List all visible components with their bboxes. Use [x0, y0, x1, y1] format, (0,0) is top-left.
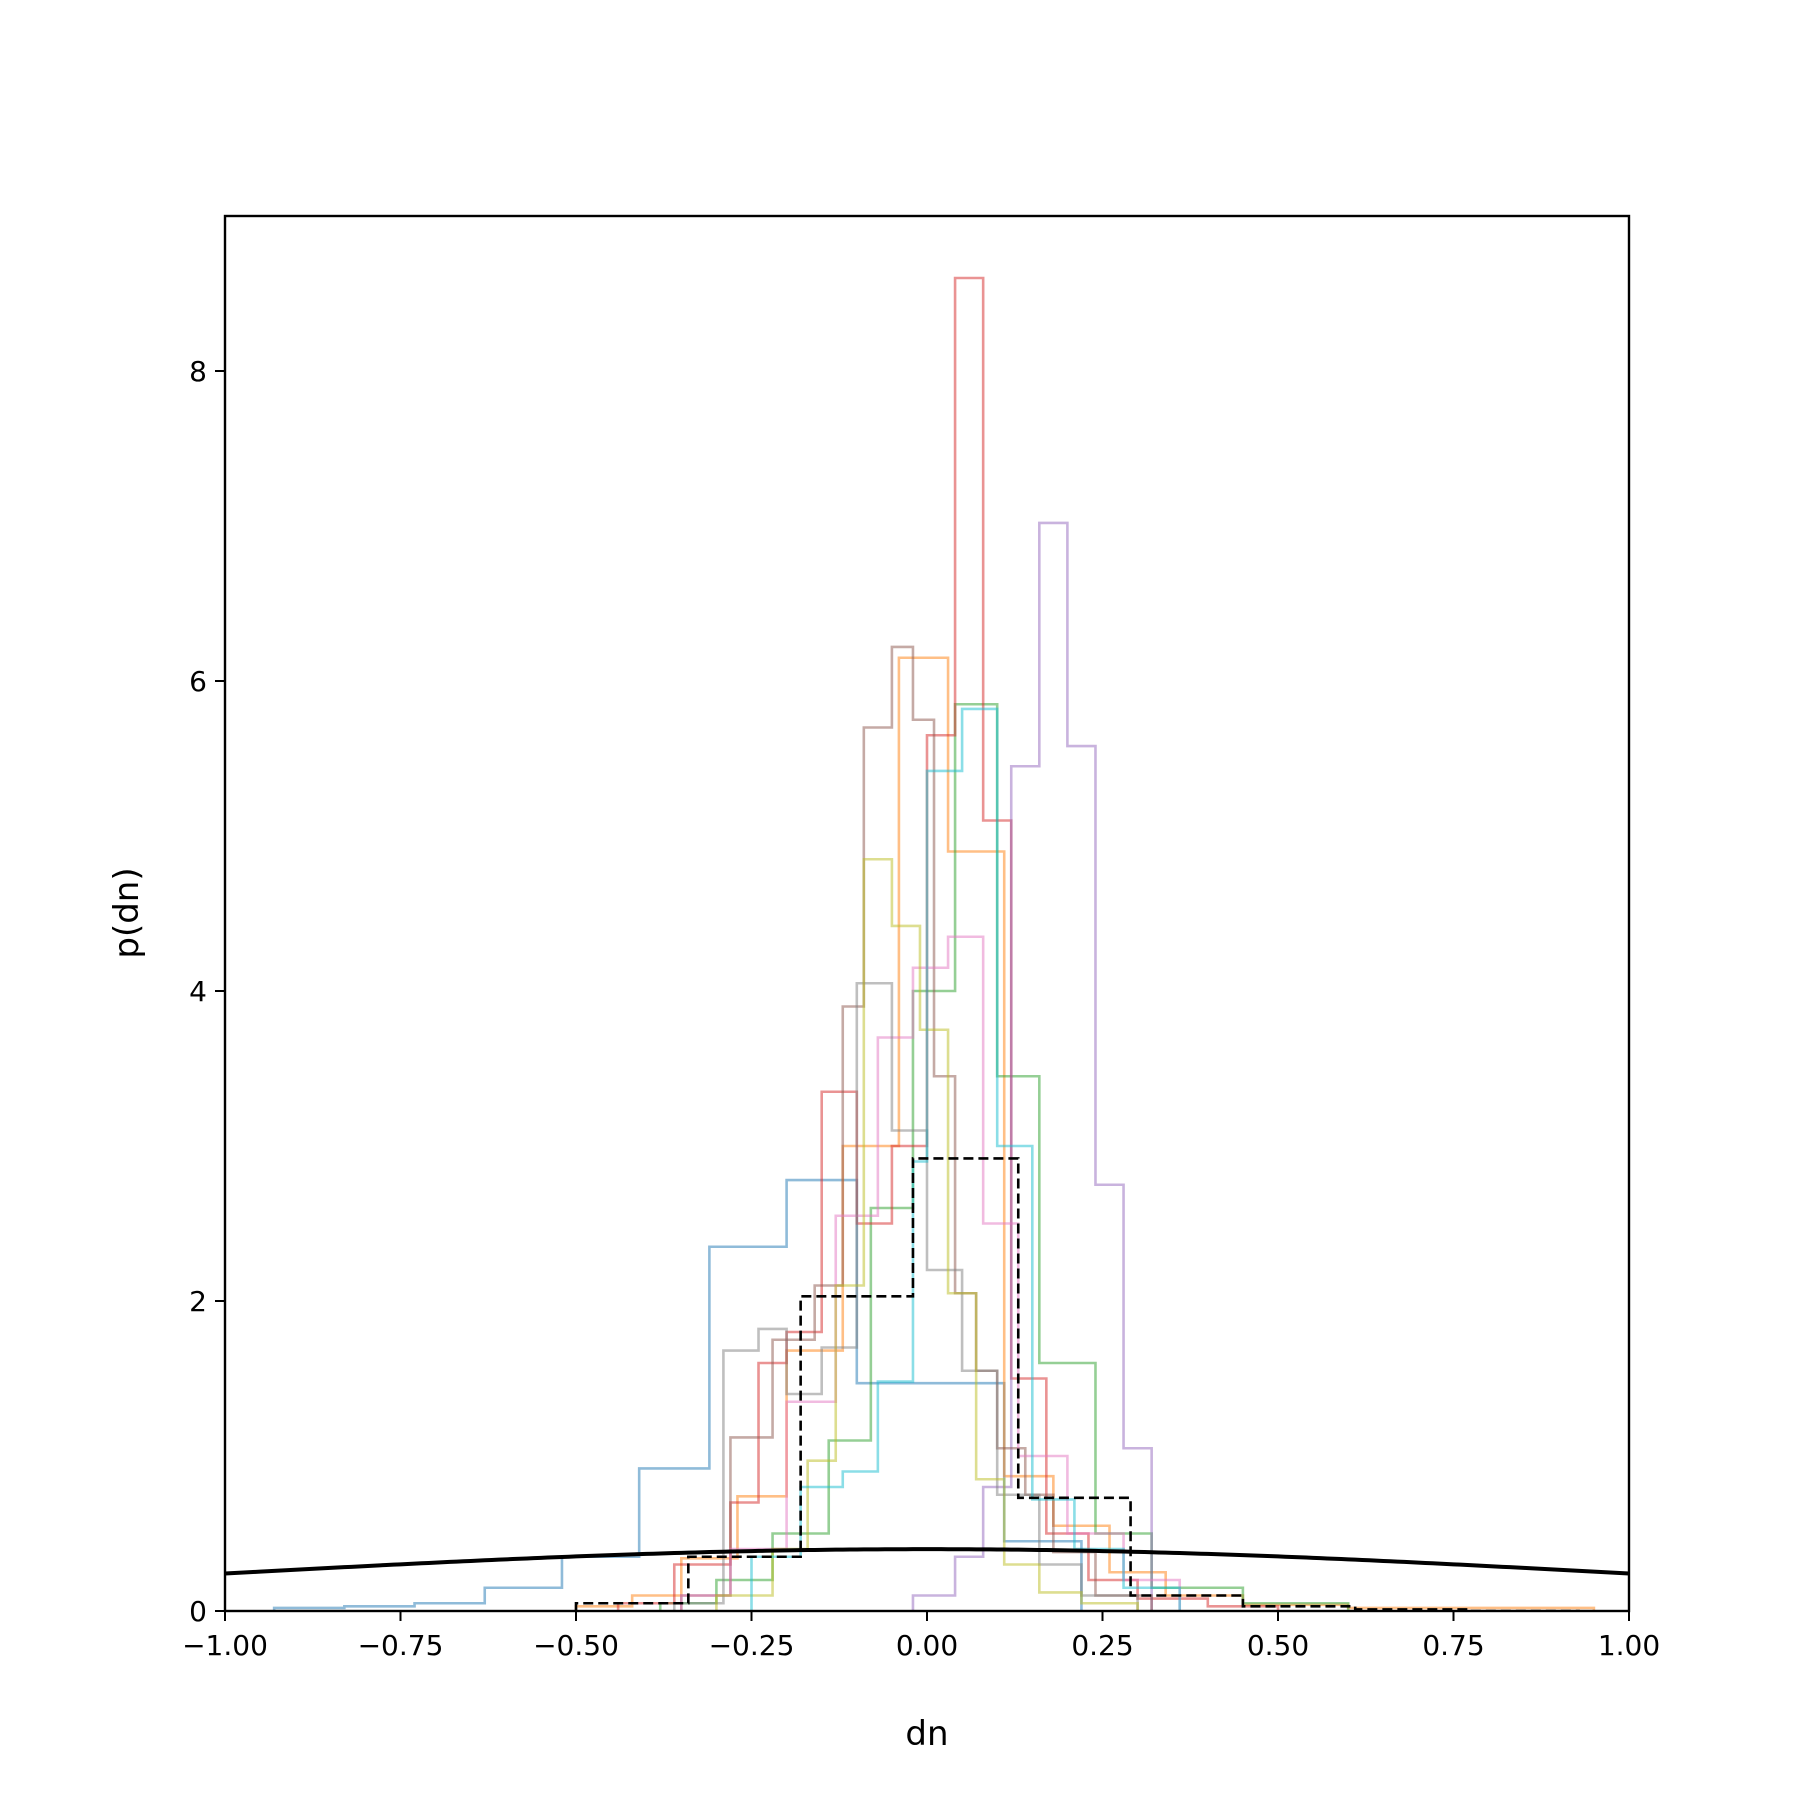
- x-tick-label: 1.00: [1598, 1629, 1660, 1662]
- reference-curve-layer: [225, 1547, 1629, 1576]
- y-axis-label: p(dn): [107, 867, 147, 958]
- y-tick-label: 8: [189, 355, 207, 388]
- y-tick-label: 0: [189, 1595, 207, 1628]
- x-tick-label: 0.50: [1247, 1629, 1309, 1662]
- histogram-series-5: [911, 521, 1153, 1611]
- reference-normal-curve: [225, 1547, 1629, 1576]
- y-tick-label: 2: [189, 1285, 207, 1318]
- y-tick-label: 4: [189, 975, 207, 1008]
- x-tick-label: −0.25: [709, 1629, 795, 1662]
- histogram-series-9: [715, 857, 1139, 1611]
- histogram-series-8: [672, 981, 1139, 1611]
- x-axis-label: dn: [905, 1714, 948, 1754]
- x-tick-label: −0.50: [533, 1629, 619, 1662]
- x-tick-label: 0.00: [896, 1629, 958, 1662]
- histogram-series-6: [680, 645, 1153, 1611]
- x-axis-ticks: −1.00 −0.75 −0.50 −0.25 0.00 0.25 0.50 0.75 1.00: [182, 1611, 1660, 1662]
- histogram-series-1: [272, 1178, 1083, 1611]
- x-tick-label: −0.75: [358, 1629, 444, 1662]
- y-axis-ticks: 0 2 4 6 8: [189, 355, 225, 1628]
- histogram-series-layer: [272, 276, 1596, 1611]
- histogram-series-7: [680, 935, 1182, 1611]
- x-tick-label: 0.25: [1071, 1629, 1133, 1662]
- combined-histogram: [574, 1157, 1580, 1611]
- combined-histogram-layer: [574, 1157, 1580, 1611]
- histogram-series-10: [750, 707, 1182, 1611]
- x-tick-label: −1.00: [182, 1629, 268, 1662]
- x-tick-label: 0.75: [1422, 1629, 1484, 1662]
- y-tick-label: 6: [189, 665, 207, 698]
- histogram-series-2: [574, 656, 1596, 1611]
